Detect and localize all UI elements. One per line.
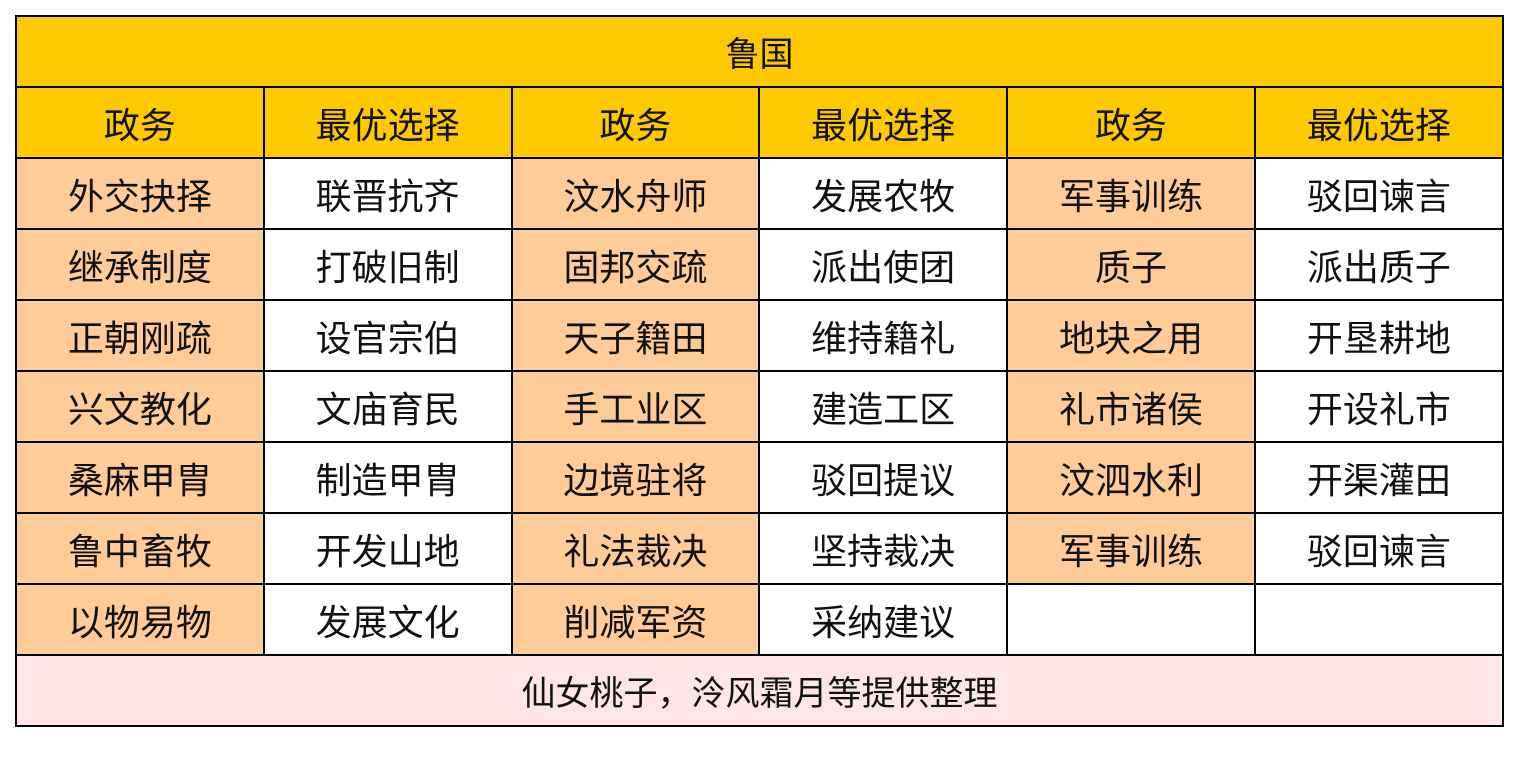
policy-cell: 正朝刚疏 bbox=[15, 299, 265, 372]
policy-cell: 外交抉择 bbox=[15, 157, 265, 230]
policy-cell: 边境驻将 bbox=[510, 441, 761, 514]
best-choice-cell: 建造工区 bbox=[758, 370, 1009, 443]
table-row: 正朝刚疏 设官宗伯 天子籍田 维持籍礼 地块之用 开垦耕地 bbox=[15, 299, 1505, 372]
best-choice-cell: 坚持裁决 bbox=[758, 512, 1009, 585]
best-choice-cell: 开渠灌田 bbox=[1253, 441, 1505, 514]
best-choice-cell: 开设礼市 bbox=[1253, 370, 1505, 443]
policy-cell: 以物易物 bbox=[15, 583, 265, 656]
policy-cell: 桑麻甲胄 bbox=[15, 441, 265, 514]
policy-cell: 兴文教化 bbox=[15, 370, 265, 443]
best-choice-cell: 开发山地 bbox=[262, 512, 513, 585]
header-best-choice: 最优选择 bbox=[1253, 86, 1505, 159]
table-row: 外交抉择 联晋抗齐 汶水舟师 发展农牧 军事训练 驳回谏言 bbox=[15, 157, 1505, 230]
policy-cell: 质子 bbox=[1006, 228, 1256, 301]
policy-cell: 礼法裁决 bbox=[510, 512, 761, 585]
header-best-choice: 最优选择 bbox=[758, 86, 1009, 159]
best-choice-cell: 派出使团 bbox=[758, 228, 1009, 301]
policy-cell: 鲁中畜牧 bbox=[15, 512, 265, 585]
best-choice-cell: 驳回谏言 bbox=[1253, 157, 1505, 230]
header-policy: 政务 bbox=[510, 86, 761, 159]
policy-cell: 军事训练 bbox=[1006, 512, 1256, 585]
policy-cell: 天子籍田 bbox=[510, 299, 761, 372]
table-row: 兴文教化 文庙育民 手工业区 建造工区 礼市诸侯 开设礼市 bbox=[15, 370, 1505, 443]
policy-cell: 地块之用 bbox=[1006, 299, 1256, 372]
policy-cell: 继承制度 bbox=[15, 228, 265, 301]
best-choice-cell: 打破旧制 bbox=[262, 228, 513, 301]
table-row: 鲁中畜牧 开发山地 礼法裁决 坚持裁决 军事训练 驳回谏言 bbox=[15, 512, 1505, 585]
best-choice-cell: 发展农牧 bbox=[758, 157, 1009, 230]
table-title: 鲁国 bbox=[15, 15, 1504, 88]
table-row: 以物易物 发展文化 削减军资 采纳建议 bbox=[15, 583, 1505, 656]
best-choice-cell: 联晋抗齐 bbox=[262, 157, 513, 230]
table-row: 桑麻甲胄 制造甲胄 边境驻将 驳回提议 汶泗水利 开渠灌田 bbox=[15, 441, 1505, 514]
policy-cell: 固邦交疏 bbox=[510, 228, 761, 301]
credits-footer: 仙女桃子，泠风霜月等提供整理 bbox=[15, 654, 1504, 727]
policy-cell: 汶水舟师 bbox=[510, 157, 761, 230]
policy-cell: 汶泗水利 bbox=[1006, 441, 1256, 514]
best-choice-cell: 制造甲胄 bbox=[262, 441, 513, 514]
table-row: 继承制度 打破旧制 固邦交疏 派出使团 质子 派出质子 bbox=[15, 228, 1505, 301]
best-choice-cell: 驳回提议 bbox=[758, 441, 1009, 514]
best-choice-cell: 文庙育民 bbox=[262, 370, 513, 443]
policy-cell bbox=[1006, 583, 1256, 656]
best-choice-cell: 维持籍礼 bbox=[758, 299, 1009, 372]
best-choice-cell: 开垦耕地 bbox=[1253, 299, 1505, 372]
best-choice-cell: 发展文化 bbox=[262, 583, 513, 656]
policy-cell: 手工业区 bbox=[510, 370, 761, 443]
best-choice-cell: 派出质子 bbox=[1253, 228, 1505, 301]
header-policy: 政务 bbox=[1006, 86, 1256, 159]
best-choice-cell: 驳回谏言 bbox=[1253, 512, 1505, 585]
header-policy: 政务 bbox=[15, 86, 265, 159]
best-choice-cell: 采纳建议 bbox=[758, 583, 1009, 656]
best-choice-cell: 设官宗伯 bbox=[262, 299, 513, 372]
policy-cell: 削减军资 bbox=[510, 583, 761, 656]
policy-cell: 礼市诸侯 bbox=[1006, 370, 1256, 443]
best-choice-cell bbox=[1253, 583, 1505, 656]
policy-table: 鲁国 政务 最优选择 政务 最优选择 政务 最优选择 外交抉择 联晋抗齐 汶水舟师发… bbox=[15, 15, 1505, 727]
header-row: 政务 最优选择 政务 最优选择 政务 最优选择 bbox=[15, 86, 1505, 159]
policy-cell: 军事训练 bbox=[1006, 157, 1256, 230]
header-best-choice: 最优选择 bbox=[262, 86, 513, 159]
